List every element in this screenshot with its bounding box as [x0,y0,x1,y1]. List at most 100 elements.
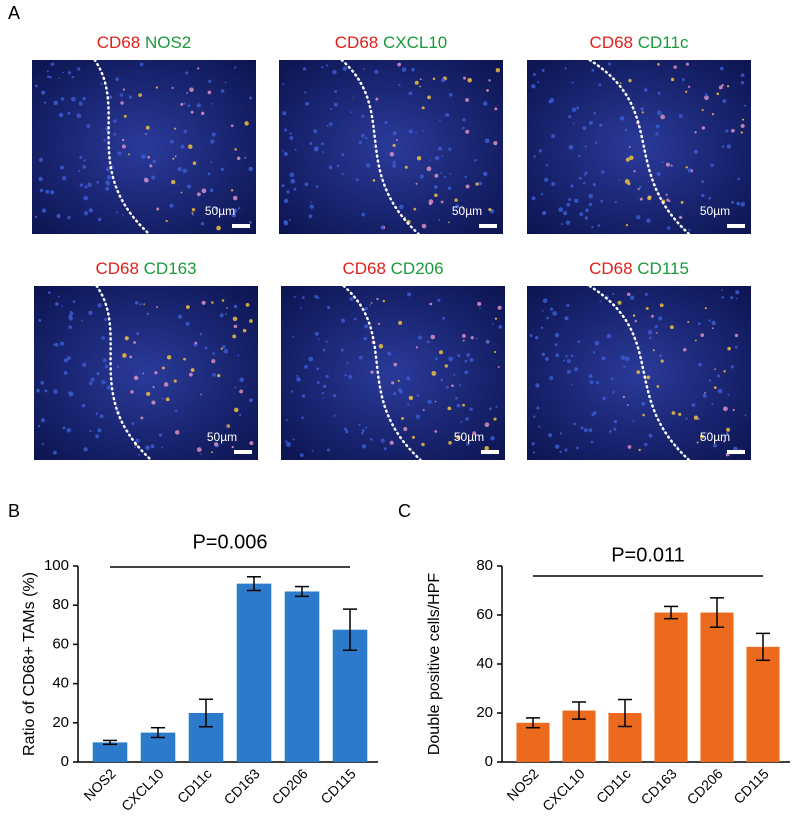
cell [308,214,313,219]
cell [541,210,547,216]
cell [364,306,368,311]
cell [322,348,326,352]
cell [740,80,745,85]
cell [79,155,83,159]
cell [448,356,454,362]
cell [221,299,225,302]
cell [90,377,95,382]
cell [172,157,175,160]
cell [310,201,312,204]
cell [558,207,564,212]
cell [334,90,338,93]
cell [95,412,99,415]
cell [62,71,64,74]
cell [442,316,446,320]
cell [495,68,501,73]
cell [598,123,603,127]
cell [419,174,424,179]
cell [417,335,423,340]
cell [595,381,599,385]
cell [213,442,219,447]
cell [365,136,368,140]
cell [134,300,139,305]
cell [248,166,254,172]
cell [71,75,75,79]
cell [704,307,707,310]
cell [411,435,415,439]
cell [283,151,288,157]
cell [320,142,324,146]
cell [624,179,630,184]
cell [316,367,320,371]
cell [383,447,387,451]
cell [740,123,745,129]
cell [210,102,213,105]
cell [145,445,150,450]
cell [69,310,73,314]
cell [88,310,93,316]
cell [579,212,584,217]
cell [321,66,324,69]
cell [740,202,746,207]
cell [476,337,478,340]
cell [106,175,112,180]
cell [485,339,490,344]
cell [58,77,61,79]
cells [34,62,254,231]
cell [419,78,422,81]
cell [456,403,461,408]
cell [249,96,253,100]
cell [445,112,450,117]
cell [304,182,309,187]
cell [105,186,110,191]
cell [225,425,229,428]
cells [36,291,254,456]
cell [183,129,188,134]
cell [398,83,401,87]
cell [166,355,172,360]
cell [136,332,140,336]
cell [493,140,498,146]
cell [36,388,40,393]
cell [636,214,641,220]
cell [236,156,241,161]
cell [81,319,83,322]
cell [361,431,364,435]
cell [242,328,247,333]
cell [180,191,183,194]
bar [284,591,320,762]
cell [392,164,397,168]
cell [350,111,353,114]
cell [592,351,596,354]
scale-label: 50µm [454,430,484,444]
cell [99,414,104,419]
cell [122,88,126,91]
cell [627,292,631,297]
cell [326,305,331,310]
cell [464,359,468,363]
cell [726,85,730,88]
cell [161,446,164,449]
cell [138,453,141,456]
cell [232,316,238,322]
cell [617,300,622,305]
cell [34,215,38,219]
cell [655,332,658,334]
cell [533,155,536,158]
cell [384,120,388,125]
cell [344,373,347,377]
cell [435,357,438,361]
cell [398,320,403,325]
cell [82,96,86,101]
cell [349,297,354,302]
cell [554,444,560,449]
cell [551,181,556,187]
cell [720,289,723,291]
cell [433,184,438,189]
cell [165,397,170,402]
cell [564,67,567,70]
cell [448,441,452,445]
cell [191,213,195,216]
cell [130,390,134,394]
cell [696,441,699,444]
